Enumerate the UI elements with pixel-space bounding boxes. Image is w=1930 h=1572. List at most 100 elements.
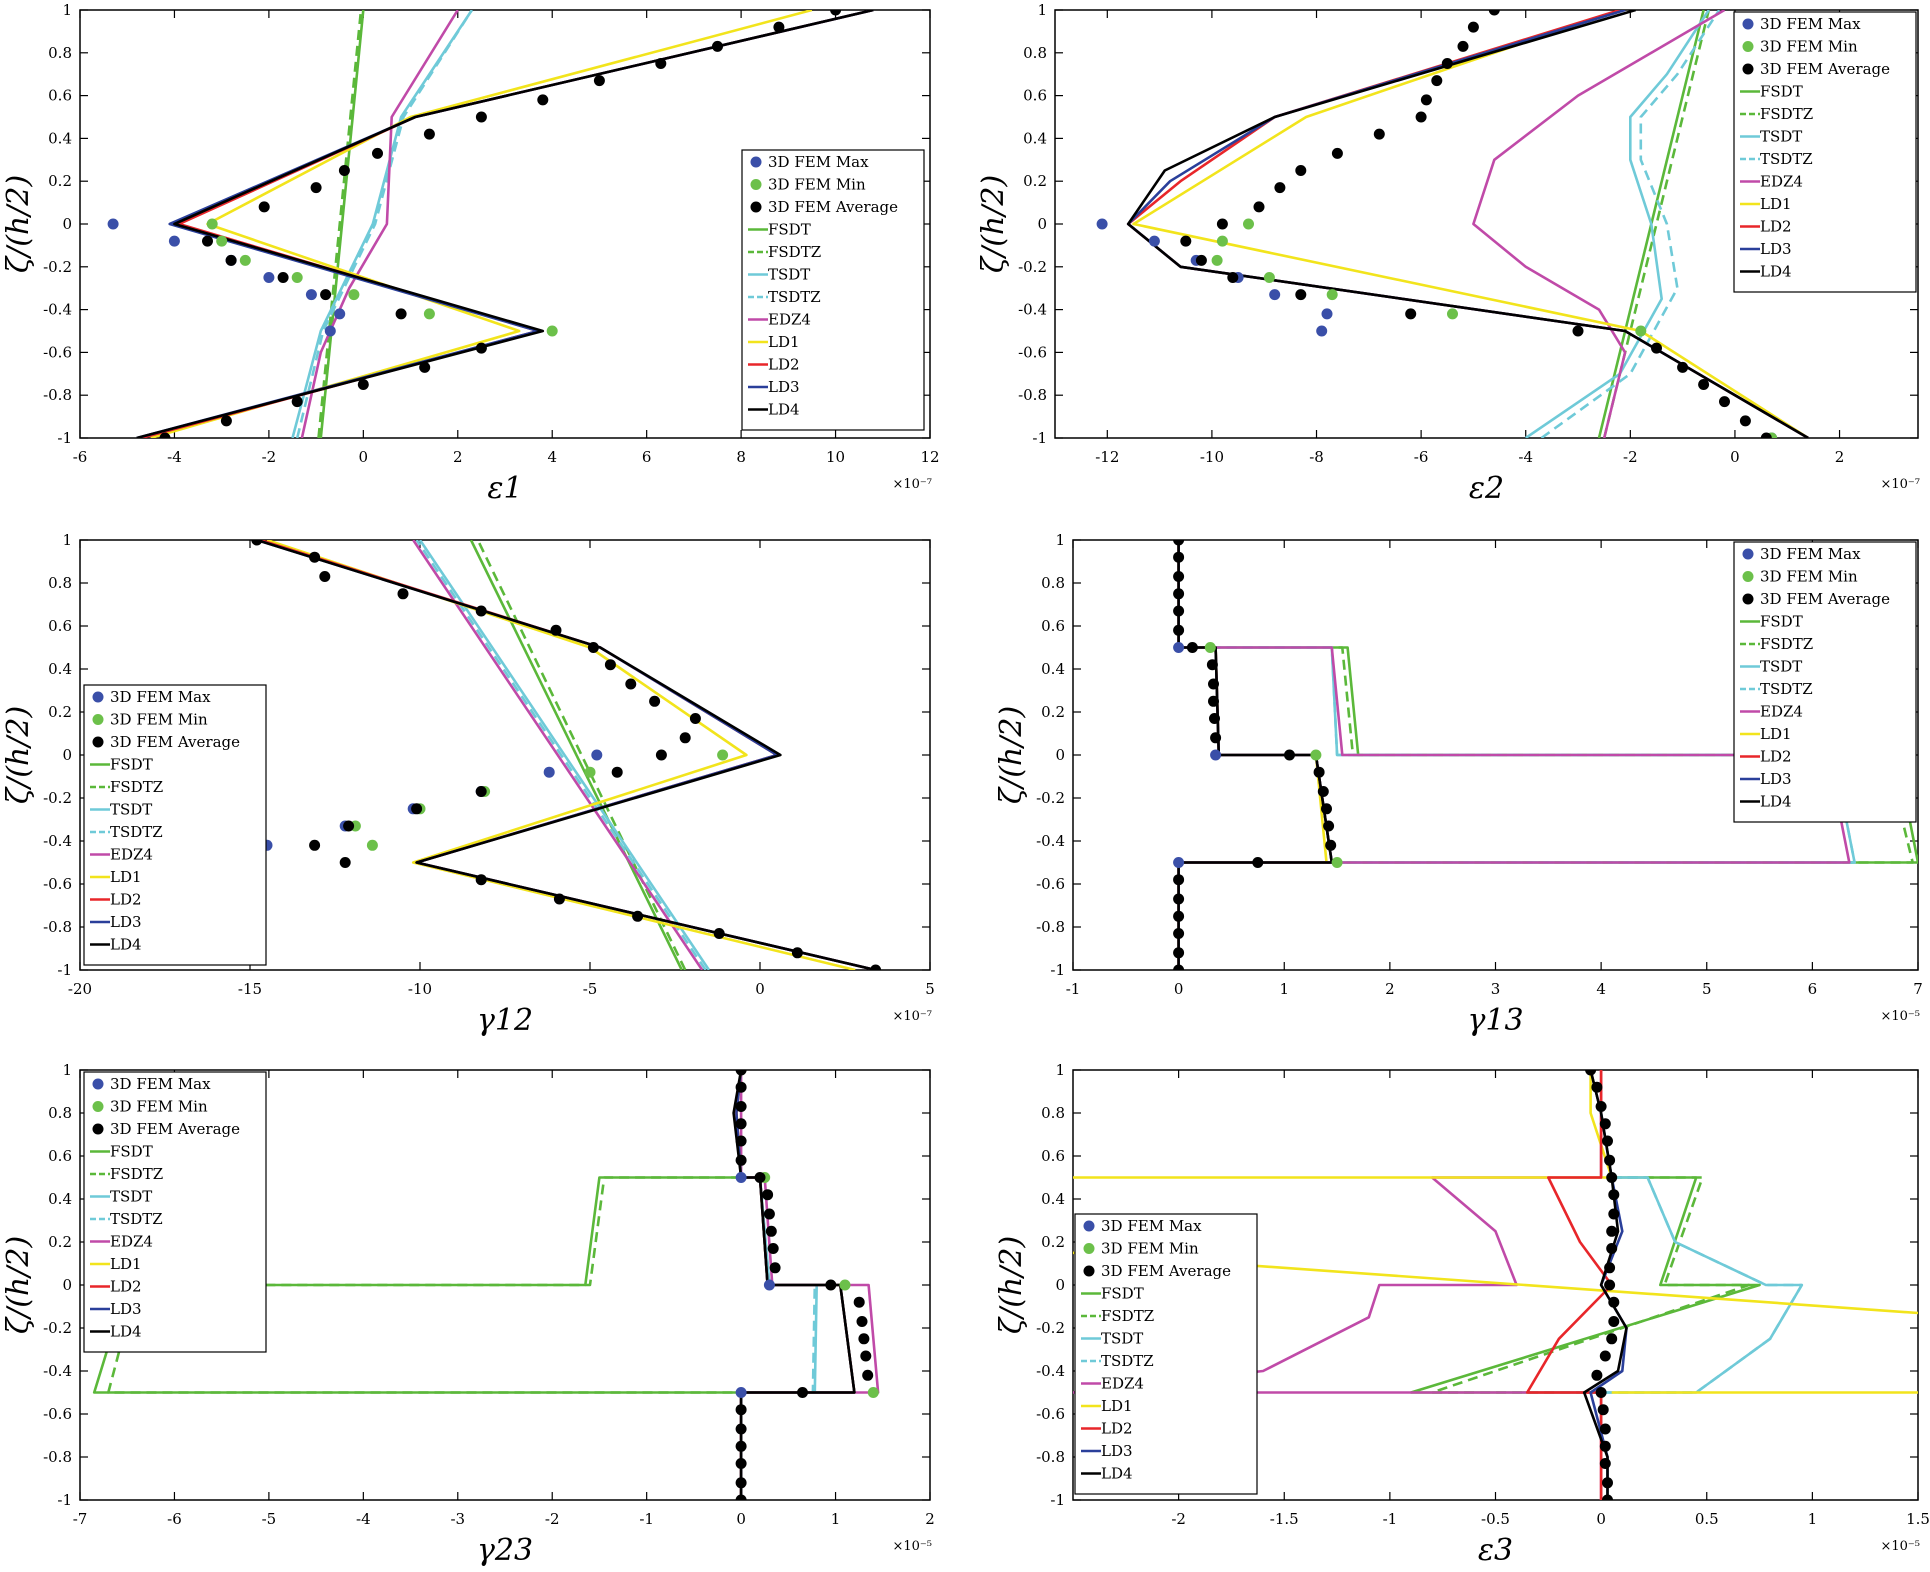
marker-3d-fem-average (1599, 1458, 1611, 1469)
chart-panel-2: -12 -10 -8 -6 -4 -2 0 2 -1 -0.8 -0.6 -0.4 -0.2 0 0.2 0.… (976, 1, 1920, 506)
legend-label: LD4 (110, 1323, 142, 1341)
x-tick-label: 0 (1596, 1510, 1606, 1528)
marker-3d-fem-average (830, 10, 842, 16)
y-tick-label: -0.2 (43, 1319, 72, 1337)
x-tick-label: 2 (1385, 980, 1395, 998)
marker-3d-fem-average (1606, 1172, 1618, 1183)
y-tick-label: -0.4 (1036, 832, 1065, 850)
marker-3d-fem-average (357, 379, 369, 390)
y-tick-label: 0.2 (48, 1233, 72, 1251)
y-tick-label: 1 (62, 531, 72, 549)
y-tick-label: -1 (57, 961, 72, 979)
marker-3d-fem-average (735, 1440, 747, 1452)
y-tick-label: -0.8 (43, 918, 72, 936)
y-tick-label: 0.4 (1023, 129, 1047, 147)
legend-label: 3D FEM Max (1101, 1217, 1202, 1235)
legend-label: EDZ4 (110, 1233, 153, 1251)
marker-3d-fem-average (339, 857, 351, 868)
series-fsdtz-line (317, 10, 363, 438)
marker-3d-fem-average (1180, 235, 1192, 247)
y-tick-label: -0.2 (43, 789, 72, 807)
marker-3d-fem-average (1591, 1369, 1603, 1381)
legend-marker (750, 179, 762, 190)
marker-3d-fem-max (1173, 857, 1185, 868)
marker-3d-fem-average (1608, 1316, 1620, 1327)
marker-3d-fem-max (1210, 749, 1222, 761)
marker-3d-fem-average (1210, 732, 1222, 744)
x-tick-label: 0 (755, 980, 765, 998)
marker-3d-fem-average (1585, 1070, 1597, 1076)
marker-3d-fem-average (1698, 379, 1710, 390)
marker-3d-fem-average (220, 415, 232, 427)
marker-3d-fem-average (338, 165, 350, 176)
legend-label: FSDTZ (1760, 105, 1813, 123)
y-tick-label: 1 (1055, 531, 1065, 549)
marker-3d-fem-max (1096, 218, 1108, 230)
legend-label: 3D FEM Average (110, 1120, 240, 1138)
marker-3d-fem-average (769, 1262, 781, 1274)
x-tick-label: 3 (1491, 980, 1501, 998)
series-ld1-line (1132, 10, 1809, 438)
y-tick-label: 0.2 (48, 172, 72, 190)
marker-3d-fem-average (765, 1225, 777, 1237)
chart-panel-5: -7 -6 -5 -4 -3 -2 -1 0 1 2 -1 -0.8 -0.6 -0.4 -0.2 0 0.2 0… (1, 1061, 935, 1568)
legend-label: FSDT (1101, 1285, 1144, 1303)
marker-3d-fem-average (1208, 678, 1219, 690)
marker-3d-fem-average (1602, 1135, 1613, 1147)
x-tick-label: 2 (1835, 448, 1845, 466)
marker-3d-fem-average (343, 820, 355, 832)
marker-3d-fem-average (1252, 857, 1264, 868)
x-tick-label: -15 (238, 980, 262, 998)
legend-label: LD3 (110, 1300, 142, 1318)
legend-label: EDZ4 (1101, 1375, 1144, 1393)
legend-label: LD3 (1101, 1442, 1133, 1460)
x-tick-label: 2 (925, 1510, 935, 1528)
marker-3d-fem-average (655, 749, 667, 761)
legend-label: 3D FEM Max (1760, 545, 1861, 563)
legend-label: LD2 (1760, 748, 1792, 766)
legend-label: EDZ4 (768, 311, 811, 329)
marker-3d-fem-average (754, 1172, 766, 1183)
marker-3d-fem-average (258, 201, 270, 213)
y-tick-label: -0.6 (1036, 875, 1065, 893)
legend-marker (1742, 593, 1754, 605)
marker-3d-fem-average (1604, 1262, 1616, 1274)
marker-3d-fem-max (168, 235, 180, 247)
marker-3d-fem-max (305, 289, 317, 301)
y-tick-label: -0.4 (43, 301, 72, 319)
x-exponent: ×10⁻⁵ (1880, 1009, 1920, 1024)
legend-label: EDZ4 (1760, 173, 1803, 191)
marker-3d-fem-average (1606, 1225, 1618, 1237)
y-tick-label: -0.8 (1018, 386, 1047, 404)
y-axis-label: ζ/(h/2) (994, 1236, 1029, 1334)
y-axis-label: ζ/(h/2) (1, 175, 36, 273)
x-tick-label: 0 (1174, 980, 1184, 998)
marker-3d-fem-average (1604, 1154, 1616, 1166)
marker-3d-fem-average (1284, 749, 1295, 761)
marker-3d-fem-average (1209, 713, 1220, 724)
legend-marker (1742, 571, 1754, 582)
legend-marker (92, 736, 104, 748)
marker-3d-fem-average (1760, 432, 1772, 438)
x-tick-label: -1 (1383, 1510, 1398, 1528)
series-tsdt-line (418, 540, 711, 970)
marker-3d-fem-average (475, 874, 487, 886)
x-tick-label: 1 (1279, 980, 1289, 998)
legend-marker (92, 714, 104, 725)
legend-label: LD1 (110, 1255, 142, 1273)
marker-3d-fem-average (319, 571, 331, 582)
y-tick-label: -0.6 (43, 875, 72, 893)
marker-3d-fem-average (773, 21, 785, 33)
marker-3d-fem-average (689, 713, 701, 724)
x-tick-label: 0 (736, 1510, 746, 1528)
marker-3d-fem-average (419, 361, 431, 373)
y-tick-label: 0 (1055, 746, 1065, 764)
series-fsdtz-line (107, 1176, 742, 1394)
y-tick-label: -0.2 (1018, 258, 1047, 276)
legend-label: FSDTZ (1101, 1307, 1154, 1325)
y-axis-label: ζ/(h/2) (1, 706, 36, 804)
legend-marker (750, 156, 762, 168)
legend-label: 3D FEM Max (768, 153, 869, 171)
marker-3d-fem-average (853, 1296, 865, 1308)
legend-marker (750, 201, 762, 213)
